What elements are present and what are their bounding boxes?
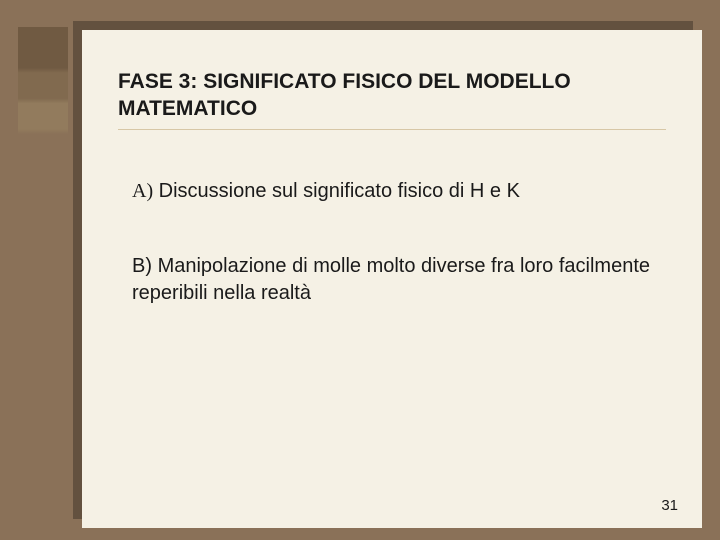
page-number: 31 [661, 497, 678, 514]
slide-title: FASE 3: SIGNIFICATO FISICO DEL MODELLO M… [118, 68, 666, 123]
item-text: Discussione sul significato fisico di H … [159, 180, 520, 202]
item-leader: A) [132, 180, 153, 202]
item-leader: B) [132, 255, 152, 277]
list-item: B) Manipolazione di molle molto diverse … [132, 253, 666, 307]
slide-card: FASE 3: SIGNIFICATO FISICO DEL MODELLO M… [82, 30, 702, 528]
item-text: Manipolazione di molle molto diverse fra… [132, 255, 650, 304]
list-item: A) Discussione sul significato fisico di… [132, 178, 666, 205]
title-rule [118, 129, 666, 130]
side-decoration [18, 27, 68, 197]
